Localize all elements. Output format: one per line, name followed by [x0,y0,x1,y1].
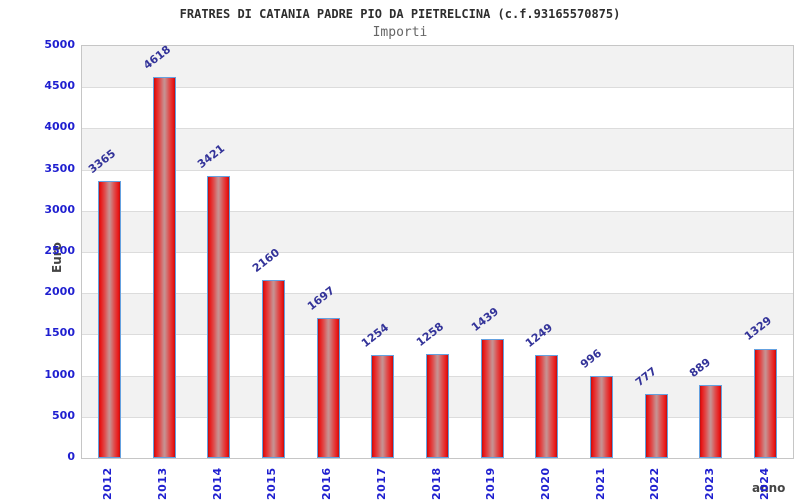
y-tick-label: 3000 [44,202,75,216]
y-tick-label: 4000 [44,120,75,134]
bar-2021 [590,375,614,458]
y-tick-label: 1000 [44,367,75,381]
x-tick-label-2015: 2015 [265,467,279,500]
y-tick-label: 4500 [44,79,75,93]
background-band [82,128,793,170]
bar-2018 [426,354,449,458]
y-tick-label: 3500 [44,161,75,175]
bar-2015 [261,280,285,458]
x-tick-label-2024: 2024 [757,467,771,500]
y-tick-label: 5000 [44,38,75,51]
y-tick-label: 2000 [44,285,75,299]
background-band [82,210,793,252]
background-band [82,293,793,335]
y-gridline [82,128,793,130]
bar-2012 [97,180,121,458]
bar-2019 [480,339,504,458]
bar-2024 [754,348,778,458]
y-gridline [82,293,793,295]
y-gridline [82,210,793,212]
x-tick-label-2012: 2012 [101,467,115,500]
y-tick-label: 1500 [44,326,75,340]
x-tick-label-2019: 2019 [484,467,498,500]
bar-2017 [371,354,395,458]
x-axis-title: anno [752,481,786,495]
x-tick-label-2023: 2023 [702,467,716,500]
y-gridline [82,169,793,171]
plot-area [81,45,794,459]
bar-2023 [699,384,723,458]
x-tick-label-2022: 2022 [648,467,662,500]
x-tick-label-2016: 2016 [320,467,334,500]
chart-title: FRATRES DI CATANIA PADRE PIO DA PIETRELC… [179,7,621,21]
bar-2020 [535,355,559,458]
y-gridline [82,252,793,253]
x-tick-label-2020: 2020 [538,467,552,500]
x-tick-label-2021: 2021 [593,467,607,500]
background-band [82,46,793,88]
bar-2016 [316,318,340,458]
x-tick-label-2013: 2013 [156,467,170,500]
bar-2013 [152,77,176,458]
y-tick-label: 0 [67,450,75,463]
y-gridline [82,334,793,336]
y-gridline [82,87,793,89]
y-tick-label: 2500 [44,244,75,257]
bar-2022 [644,393,668,458]
x-tick-label-2018: 2018 [429,467,443,500]
y-tick-label: 500 [52,408,75,422]
chart-subtitle: Importi [372,25,428,40]
x-tick-label-2014: 2014 [210,467,224,500]
x-tick-label-2017: 2017 [374,467,388,500]
bar-2014 [207,176,231,458]
